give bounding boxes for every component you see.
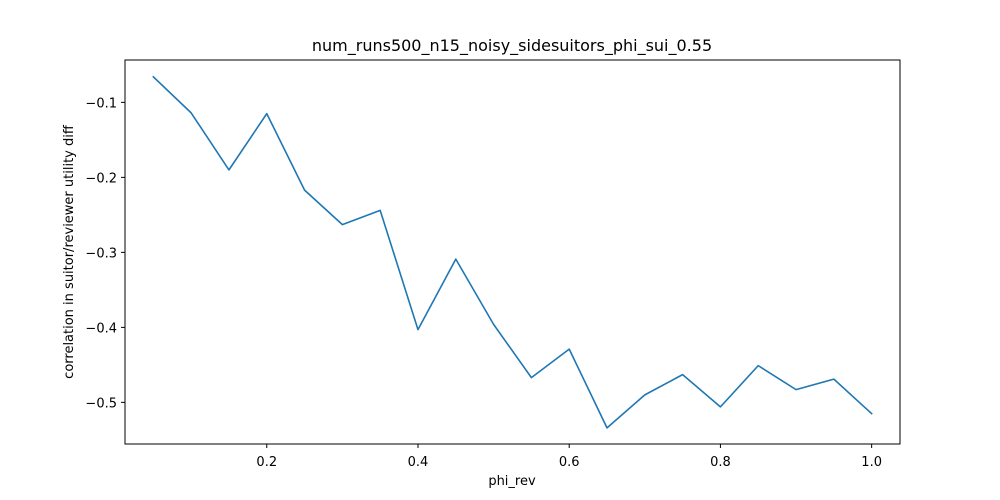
y-tick-label: −0.1 <box>85 96 117 111</box>
x-tick-label: 0.6 <box>559 455 580 470</box>
x-tick-label: 0.8 <box>710 455 731 470</box>
plot-frame <box>124 59 901 445</box>
y-tick-label: −0.5 <box>85 396 117 411</box>
chart-title: num_runs500_n15_noisy_sidesuitors_phi_su… <box>312 36 712 56</box>
y-axis: −0.1 −0.2 −0.3 −0.4 −0.5 <box>85 96 125 411</box>
x-tick-label: 0.2 <box>256 455 277 470</box>
y-tick-label: −0.4 <box>85 321 117 336</box>
y-tick-label: −0.2 <box>85 171 117 186</box>
x-tick-label: 1.0 <box>861 455 882 470</box>
series-line <box>152 75 873 429</box>
x-axis: 0.2 0.4 0.6 0.8 1.0 <box>256 444 882 470</box>
y-axis-label: correlation in suitor/reviewer utility d… <box>62 124 77 379</box>
x-axis-label: phi_rev <box>488 474 536 489</box>
y-tick-label: −0.3 <box>85 246 117 261</box>
x-tick-label: 0.4 <box>408 455 429 470</box>
